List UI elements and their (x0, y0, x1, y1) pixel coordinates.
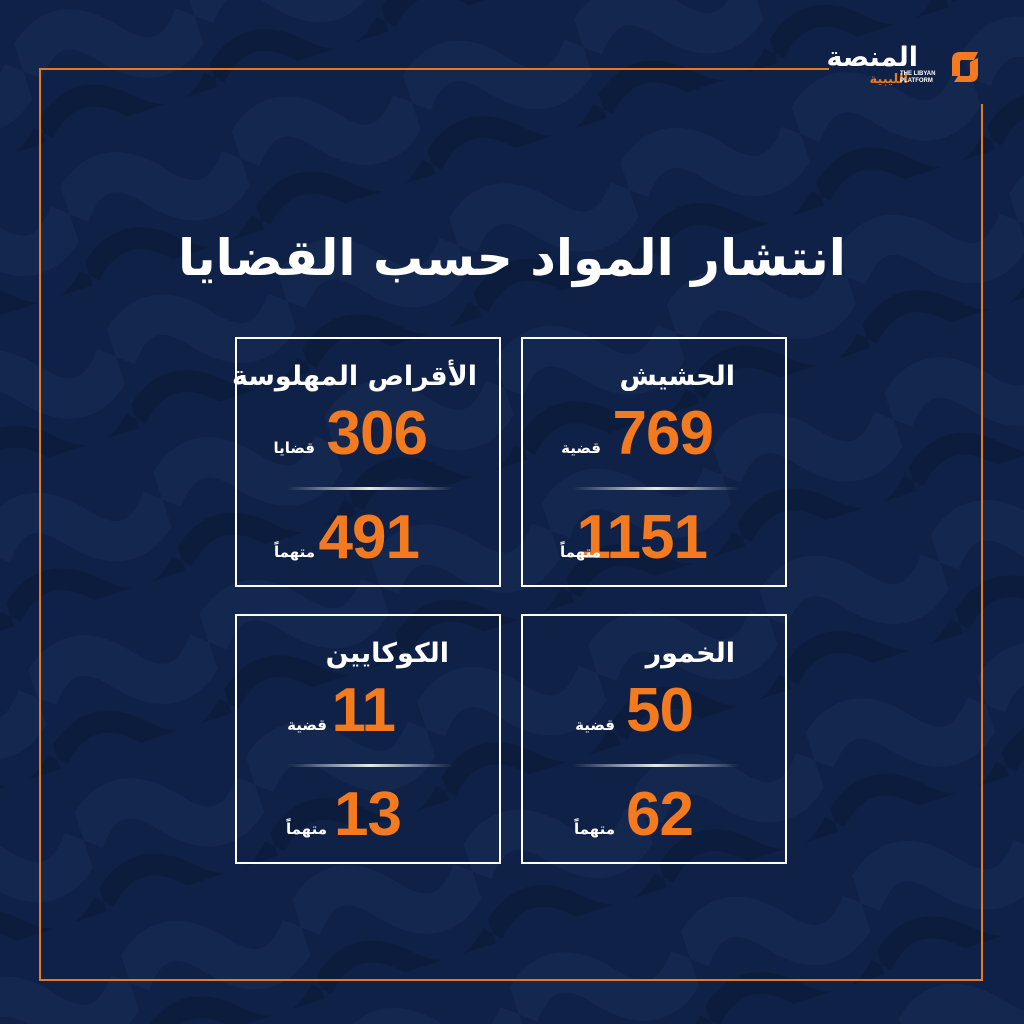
cases-count: 50 (626, 676, 694, 745)
cases-unit: قضايا (273, 439, 316, 457)
card-hashish: الحشيش 769 قضية 1151 متهماً (521, 337, 787, 587)
card-hallucinogenic-pills: الأقراص المهلوسة 306 قضايا 491 متهماً (231, 337, 501, 587)
divider (287, 487, 453, 490)
cases-stat: 306 قضايا (237, 403, 499, 465)
logo-arabic-main: المنصة (826, 42, 919, 73)
accused-stat: 1151 متهماً (523, 507, 785, 569)
cases-count: 306 (326, 399, 428, 468)
card-label: الحشيش (619, 361, 735, 392)
cases-unit: قضية (561, 439, 601, 457)
frame-bottom (39, 979, 983, 981)
cases-count: 769 (612, 399, 714, 468)
logo-arabic-sub: الليبية (869, 72, 908, 87)
card-cocaine: الكوكايين 11 قضية 13 متهماً (235, 614, 501, 864)
page-title: انتشار المواد حسب القضايا (178, 229, 846, 287)
accused-count: 13 (334, 780, 402, 849)
frame-left (39, 68, 41, 981)
divider (287, 764, 453, 767)
cases-count: 11 (331, 676, 396, 745)
card-alcohol: الخمور 50 قضية 62 متهماً (521, 614, 787, 864)
divider (573, 764, 739, 767)
divider (573, 487, 739, 490)
frame-top (39, 68, 829, 70)
cases-stat: 50 قضية (523, 680, 785, 742)
card-label: الكوكايين (325, 638, 449, 669)
accused-count: 1151 (576, 503, 708, 572)
accused-stat: 62 متهماً (523, 784, 785, 846)
card-label: الأقراص المهلوسة (231, 361, 477, 392)
accused-unit: متهماً (573, 820, 615, 838)
accused-unit: متهماً (285, 820, 327, 838)
cases-stat: 769 قضية (523, 403, 785, 465)
cases-stat: 11 قضية (237, 680, 499, 742)
logo-english: THE LIBYAN PLATFORM (900, 71, 936, 84)
platform-logo-mark-icon (952, 52, 978, 82)
cases-unit: قضية (575, 716, 615, 734)
accused-count: 491 (318, 503, 420, 572)
accused-stat: 13 متهماً (237, 784, 499, 846)
platform-logo: المنصة الليبية THE LIBYAN PLATFORM (827, 40, 988, 98)
cases-unit: قضية (287, 716, 327, 734)
card-label: الخمور (645, 638, 735, 669)
accused-stat: 491 متهماً (237, 507, 499, 569)
accused-count: 62 (626, 780, 694, 849)
frame-right (981, 104, 983, 981)
accused-unit: متهماً (273, 543, 315, 561)
accused-unit: متهماً (559, 543, 601, 561)
